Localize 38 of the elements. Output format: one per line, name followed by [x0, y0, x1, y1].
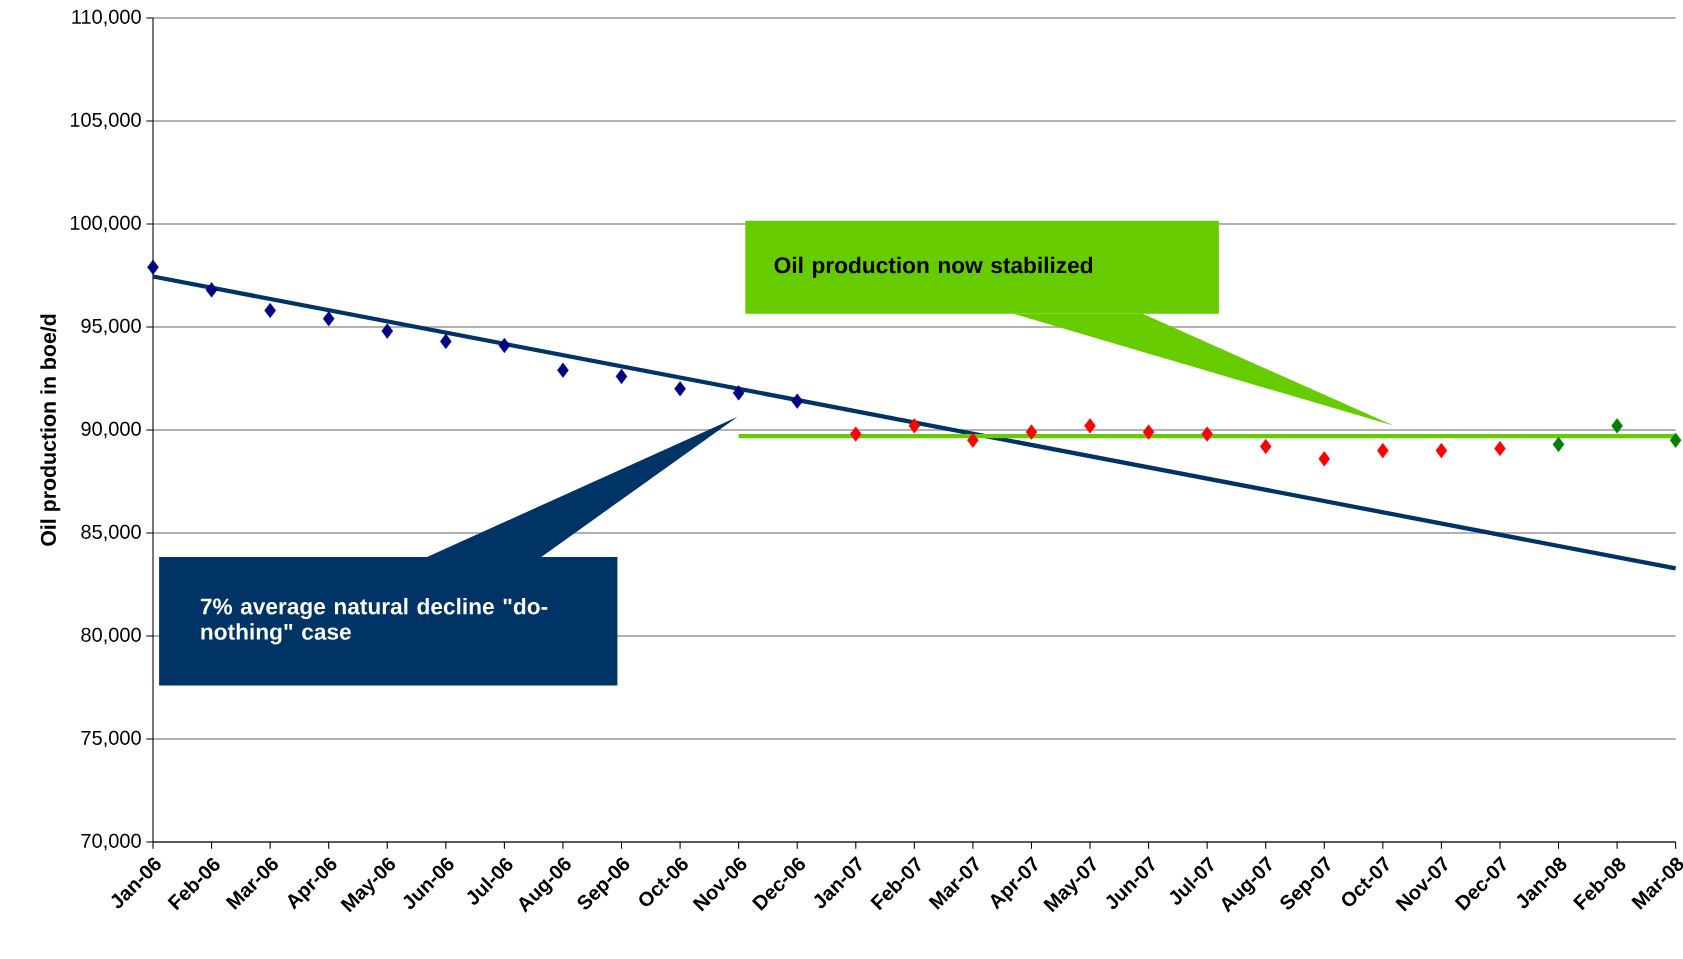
point	[1025, 424, 1038, 440]
point	[205, 282, 218, 298]
point	[1377, 442, 1389, 459]
point	[264, 302, 276, 319]
y-tick-label: 95,000	[81, 318, 141, 336]
point	[967, 432, 979, 448]
point	[1084, 418, 1096, 434]
point	[1611, 418, 1623, 434]
annotation: Oil production now stabilized	[774, 256, 1093, 278]
annotation: 7% average natural decline "do-nothing" case	[200, 597, 548, 645]
point	[147, 259, 159, 275]
point	[850, 426, 862, 442]
y-tick-label: 100,000	[70, 215, 141, 233]
y-tick-label: 85,000	[81, 524, 141, 542]
y-axis-title: Oil production in boe/d	[40, 314, 61, 546]
y-tick-label: 110,000	[72, 9, 141, 27]
y-tick-label: 75,000	[81, 730, 141, 748]
y-tick-label: 90,000	[81, 421, 141, 439]
point	[1552, 436, 1565, 453]
point	[1318, 451, 1331, 467]
point	[440, 333, 452, 350]
point	[674, 381, 686, 397]
y-tick-label: 105,000	[70, 112, 141, 130]
point	[1201, 426, 1213, 442]
point	[791, 393, 803, 409]
point	[1494, 440, 1506, 457]
point	[1259, 438, 1272, 455]
point	[908, 418, 921, 434]
point	[1435, 442, 1448, 459]
point	[557, 362, 569, 378]
point	[1142, 424, 1155, 440]
point	[498, 337, 511, 354]
y-tick-label: 70,000	[81, 833, 141, 851]
point	[732, 385, 745, 401]
point	[615, 368, 628, 385]
point	[381, 323, 394, 339]
point	[322, 311, 335, 327]
y-tick-label: 80,000	[81, 627, 141, 645]
